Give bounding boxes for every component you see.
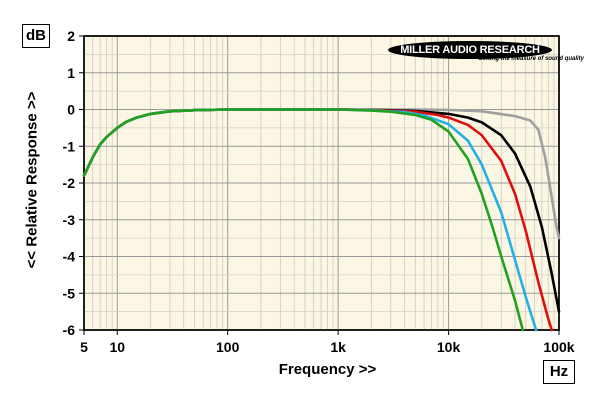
- x-unit-label: Hz: [543, 360, 575, 384]
- y-tick-label: -3: [63, 212, 76, 228]
- y-tick-label: -5: [63, 285, 76, 301]
- x-axis-title: Frequency >>: [278, 361, 377, 378]
- axis-ticks: 210-1-2-3-4-5-65 10 100 1k 10k 100k: [63, 28, 575, 355]
- y-tick-label: -2: [63, 175, 76, 191]
- y-axis-title: << Relative Response >>: [23, 91, 41, 269]
- brand-tagline: Getting the measure of sound quality: [478, 56, 585, 62]
- y-tick-label: 0: [67, 102, 75, 118]
- y-tick-label: -1: [63, 138, 76, 154]
- x-tick-label: 100k: [543, 339, 574, 355]
- x-tick-label: 1k: [330, 339, 346, 355]
- y-tick-label: 2: [67, 28, 75, 44]
- y-tick-label: 1: [67, 65, 75, 81]
- grid-lines: [83, 35, 560, 331]
- x-tick-label: 100: [216, 339, 240, 355]
- y-tick-label: -4: [63, 249, 76, 265]
- brand-logo: MILLER AUDIO RESEARCH: [388, 41, 552, 59]
- y-unit-label: dB: [22, 24, 50, 48]
- x-tick-label: 10k: [437, 339, 461, 355]
- series-lines: [82, 108, 561, 332]
- y-tick-label: -6: [63, 322, 76, 338]
- series-line-5: [82, 108, 525, 332]
- x-tick-label: 5: [80, 339, 88, 355]
- x-tick-label: 10: [109, 339, 125, 355]
